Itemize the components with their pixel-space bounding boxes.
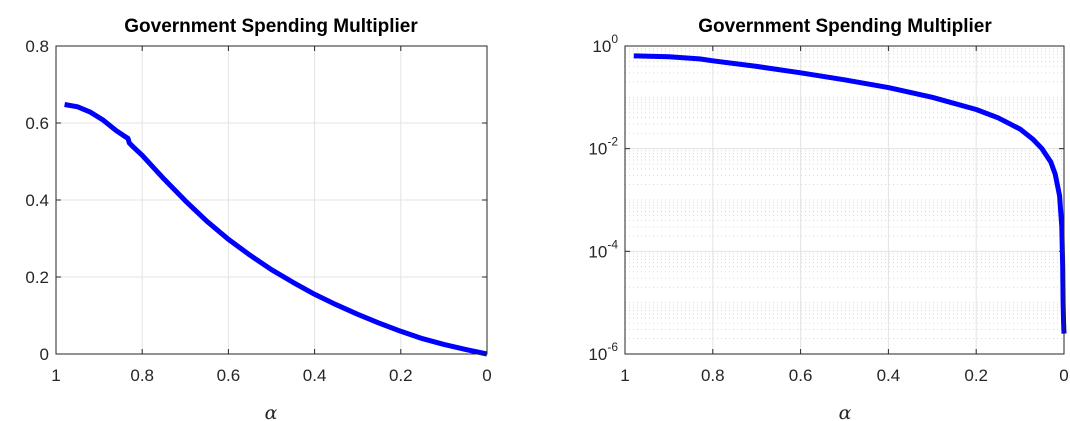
left-series-line xyxy=(64,102,488,357)
right-y-tick-exponent: -4 xyxy=(607,237,618,251)
left-y-tick-label: 0 xyxy=(40,345,49,364)
right-y-tick-base: 10 xyxy=(588,345,607,364)
left-chart: Government Spending Multiplier 1 0.8 0.6 0.… xyxy=(25,16,491,421)
left-x-axis-label: α xyxy=(265,402,278,421)
right-y-tick-label: 10-6 xyxy=(588,340,618,364)
right-chart: Government Spending Multiplier 1 0.8 0.6 0.… xyxy=(588,16,1068,421)
right-x-tick-label: 1 xyxy=(620,366,629,385)
right-y-tick-exponent: -2 xyxy=(607,135,618,149)
left-axes-box xyxy=(55,45,488,355)
right-series-line xyxy=(633,53,1067,334)
right-y-tick-base: 10 xyxy=(588,242,607,261)
left-y-tick-label: 0.2 xyxy=(25,268,49,287)
left-x-tick-label: 1 xyxy=(51,366,60,385)
right-y-tick-exponent: -6 xyxy=(607,340,618,354)
left-x-tick-label: 0 xyxy=(482,366,491,385)
left-x-tick-label: 0.8 xyxy=(130,366,154,385)
right-y-tick-label: 10-2 xyxy=(588,135,618,159)
right-y-tick-base: 10 xyxy=(592,37,611,56)
right-chart-title: Government Spending Multiplier xyxy=(698,16,992,37)
right-x-tick-label: 0.2 xyxy=(964,366,988,385)
left-chart-title: Government Spending Multiplier xyxy=(124,16,418,37)
left-x-tick-label: 0.2 xyxy=(389,366,413,385)
left-y-tick-label: 0.4 xyxy=(25,191,49,210)
right-x-tick-label: 0.8 xyxy=(701,366,725,385)
left-x-tick-label: 0.6 xyxy=(217,366,241,385)
right-y-tick-label: 10-4 xyxy=(588,237,618,261)
right-x-tick-label: 0.4 xyxy=(877,366,901,385)
right-axes-box xyxy=(624,45,1065,355)
right-y-tick-label: 100 xyxy=(592,32,618,56)
right-x-axis-label: α xyxy=(839,402,852,421)
right-y-tick-base: 10 xyxy=(588,140,607,159)
left-x-tick-label: 0.4 xyxy=(303,366,327,385)
right-x-tick-label: 0 xyxy=(1059,366,1068,385)
right-x-tick-label: 0.6 xyxy=(789,366,813,385)
left-y-tick-label: 0.8 xyxy=(25,37,49,56)
left-y-tick-label: 0.6 xyxy=(25,114,49,133)
right-y-tick-exponent: 0 xyxy=(611,32,618,46)
